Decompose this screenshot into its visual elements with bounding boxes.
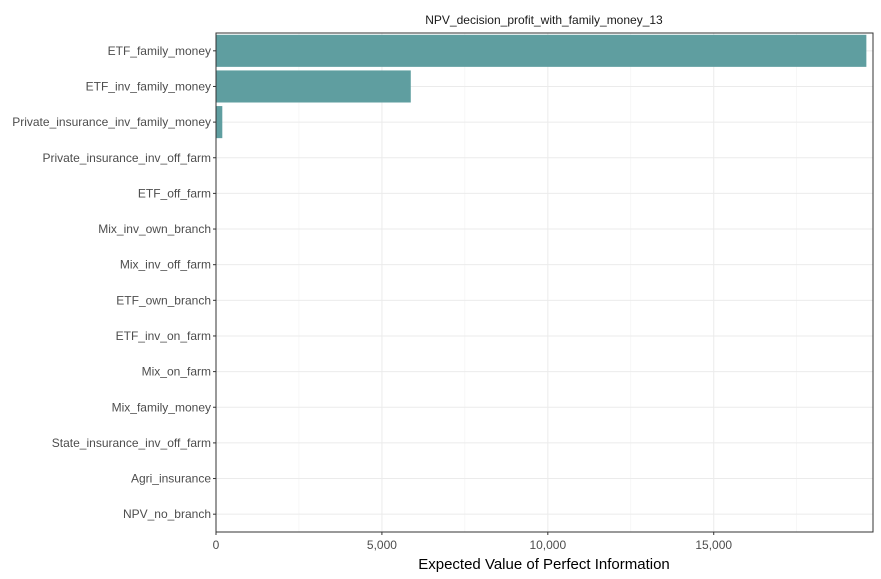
y-tick-label-ETF_family_money: ETF_family_money xyxy=(108,44,211,58)
y-tick-label-ETF_inv_family_money: ETF_inv_family_money xyxy=(86,79,211,93)
bars xyxy=(216,34,867,139)
chart-title: NPV_decision_profit_with_family_money_13 xyxy=(425,13,663,27)
y-tick-labels: ETF_family_money ETF_inv_family_money Priv… xyxy=(12,44,216,521)
y-tick-label-Agri_insurance: Agri_insurance xyxy=(131,472,211,486)
x-tick-label-10,000: 10,000 xyxy=(529,538,566,552)
y-tick-label-NPV_no_branch: NPV_no_branch xyxy=(123,507,211,521)
y-tick-label-ETF_own_branch: ETF_own_branch xyxy=(116,293,211,307)
y-tick-label-State_insurance_inv_off_farm: State_insurance_inv_off_farm xyxy=(52,436,211,450)
y-tick-label-ETF_off_farm: ETF_off_farm xyxy=(138,186,211,200)
x-tick-label-15,000: 15,000 xyxy=(695,538,732,552)
y-tick-label-Mix_inv_off_farm: Mix_inv_off_farm xyxy=(120,258,211,272)
x-axis-label: Expected Value of Perfect Information xyxy=(418,556,670,573)
x-tick-labels: 0 5,000 10,000 15,000 xyxy=(213,532,732,552)
plot-border xyxy=(215,32,874,533)
grid-lines xyxy=(215,33,873,532)
y-tick-label-Private_insurance_inv_off_farm: Private_insurance_inv_off_farm xyxy=(42,151,211,165)
y-tick-label-Mix_family_money: Mix_family_money xyxy=(112,400,211,414)
x-tick-label-5,000: 5,000 xyxy=(367,538,397,552)
y-tick-label-ETF_inv_on_farm: ETF_inv_on_farm xyxy=(116,329,211,343)
y-tick-label-Mix_on_farm: Mix_on_farm xyxy=(142,365,211,379)
bar-ETF_inv_family_money xyxy=(216,70,411,103)
bar-Private_insurance_inv_family_money xyxy=(216,106,223,139)
bar-ETF_family_money xyxy=(216,34,867,67)
x-tick-label-0: 0 xyxy=(213,538,220,552)
y-tick-label-Mix_inv_own_branch: Mix_inv_own_branch xyxy=(98,222,211,236)
y-tick-label-Private_insurance_inv_family_money: Private_insurance_inv_family_money xyxy=(12,115,211,129)
